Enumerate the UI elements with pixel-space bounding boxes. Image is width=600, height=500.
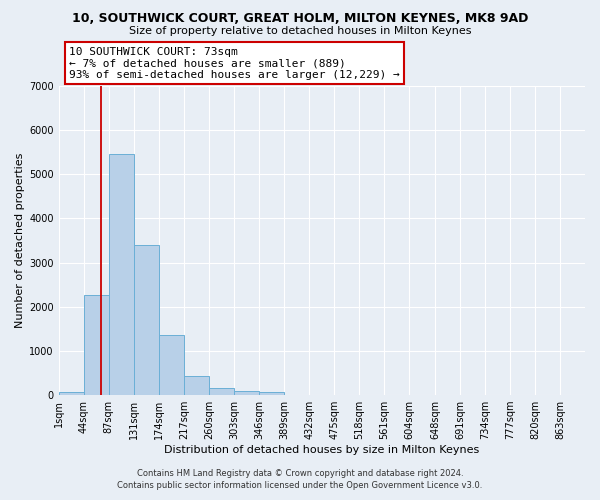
Text: 10, SOUTHWICK COURT, GREAT HOLM, MILTON KEYNES, MK8 9AD: 10, SOUTHWICK COURT, GREAT HOLM, MILTON … <box>72 12 528 26</box>
X-axis label: Distribution of detached houses by size in Milton Keynes: Distribution of detached houses by size … <box>164 445 479 455</box>
Bar <box>259 392 284 395</box>
Bar <box>59 392 83 395</box>
Bar <box>83 295 109 395</box>
Bar <box>209 388 234 395</box>
Text: 10 SOUTHWICK COURT: 73sqm
← 7% of detached houses are smaller (889)
93% of semi-: 10 SOUTHWICK COURT: 73sqm ← 7% of detach… <box>69 46 400 80</box>
Bar <box>184 376 209 395</box>
Bar <box>159 335 184 395</box>
Bar <box>134 245 159 395</box>
Text: Contains HM Land Registry data © Crown copyright and database right 2024.
Contai: Contains HM Land Registry data © Crown c… <box>118 468 482 490</box>
Bar <box>234 390 259 395</box>
Text: Size of property relative to detached houses in Milton Keynes: Size of property relative to detached ho… <box>129 26 471 36</box>
Bar <box>109 154 134 395</box>
Y-axis label: Number of detached properties: Number of detached properties <box>15 153 25 328</box>
